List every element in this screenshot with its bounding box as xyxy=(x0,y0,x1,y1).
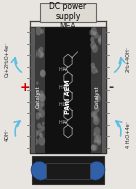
Circle shape xyxy=(40,133,43,137)
Circle shape xyxy=(39,109,45,118)
Circle shape xyxy=(37,49,40,53)
Text: H: H xyxy=(58,67,62,72)
Circle shape xyxy=(38,94,45,102)
Circle shape xyxy=(89,29,94,36)
Bar xyxy=(101,27,106,153)
Text: N: N xyxy=(63,67,67,72)
Text: N: N xyxy=(63,102,67,108)
Circle shape xyxy=(35,26,42,36)
Circle shape xyxy=(97,139,101,146)
Text: 4OH⁻: 4OH⁻ xyxy=(5,128,10,141)
Circle shape xyxy=(95,96,98,99)
Circle shape xyxy=(37,129,42,136)
Text: Catalyst: Catalyst xyxy=(95,86,100,108)
Text: -: - xyxy=(108,81,113,94)
Circle shape xyxy=(90,41,96,49)
Text: N: N xyxy=(63,120,67,125)
Circle shape xyxy=(98,35,103,43)
Bar xyxy=(32,156,104,184)
Circle shape xyxy=(40,70,45,77)
Text: H: H xyxy=(58,120,62,125)
Circle shape xyxy=(96,70,98,73)
Circle shape xyxy=(94,117,98,122)
Circle shape xyxy=(37,92,40,96)
Circle shape xyxy=(42,122,44,125)
Text: O₂+2H₂O+4e⁻: O₂+2H₂O+4e⁻ xyxy=(5,41,10,77)
Bar xyxy=(46,163,90,179)
Circle shape xyxy=(39,90,44,97)
Bar xyxy=(35,27,45,153)
Ellipse shape xyxy=(87,161,105,180)
Circle shape xyxy=(39,46,43,53)
Circle shape xyxy=(39,93,46,102)
Circle shape xyxy=(91,144,95,150)
Circle shape xyxy=(98,38,101,42)
Text: MEA: MEA xyxy=(60,22,76,31)
Text: PAni AEM: PAni AEM xyxy=(65,80,71,114)
Circle shape xyxy=(33,130,38,137)
Circle shape xyxy=(40,52,44,58)
Circle shape xyxy=(92,111,98,119)
Circle shape xyxy=(36,81,38,85)
Circle shape xyxy=(91,111,96,118)
Circle shape xyxy=(91,66,97,74)
Circle shape xyxy=(33,50,38,58)
Circle shape xyxy=(94,135,99,143)
Text: +: + xyxy=(20,81,30,94)
Circle shape xyxy=(41,102,45,107)
Circle shape xyxy=(91,27,97,35)
Circle shape xyxy=(38,136,45,146)
Text: H: H xyxy=(58,85,62,90)
Circle shape xyxy=(40,70,46,77)
Circle shape xyxy=(90,36,95,43)
Circle shape xyxy=(36,102,43,111)
Circle shape xyxy=(93,140,96,144)
Circle shape xyxy=(38,51,43,58)
Circle shape xyxy=(92,44,98,53)
Text: H: H xyxy=(58,102,62,108)
Circle shape xyxy=(96,94,100,99)
Circle shape xyxy=(37,123,41,129)
Text: 4 H₂O+4e⁻: 4 H₂O+4e⁻ xyxy=(126,120,131,148)
Circle shape xyxy=(40,29,44,34)
Circle shape xyxy=(94,106,99,113)
Circle shape xyxy=(93,116,100,125)
Circle shape xyxy=(41,52,44,56)
Circle shape xyxy=(96,95,101,102)
Circle shape xyxy=(40,125,45,131)
Bar xyxy=(91,27,101,153)
Circle shape xyxy=(93,31,96,36)
Circle shape xyxy=(94,32,99,39)
Circle shape xyxy=(33,138,38,145)
Circle shape xyxy=(39,113,42,116)
Bar xyxy=(30,27,106,153)
Circle shape xyxy=(91,62,95,68)
Ellipse shape xyxy=(31,161,49,180)
Text: N: N xyxy=(63,85,67,90)
Circle shape xyxy=(95,135,102,144)
Circle shape xyxy=(93,144,98,151)
Circle shape xyxy=(98,37,104,45)
Circle shape xyxy=(35,91,38,95)
Bar xyxy=(30,27,35,153)
Circle shape xyxy=(39,133,42,137)
Text: Catalyst: Catalyst xyxy=(36,86,41,108)
Text: 2H₂+4OH⁻: 2H₂+4OH⁻ xyxy=(126,46,131,72)
FancyBboxPatch shape xyxy=(40,3,96,22)
Circle shape xyxy=(94,127,100,136)
Circle shape xyxy=(93,133,96,136)
Circle shape xyxy=(91,145,96,151)
Text: DC power
supply: DC power supply xyxy=(50,2,86,21)
Circle shape xyxy=(35,112,41,120)
